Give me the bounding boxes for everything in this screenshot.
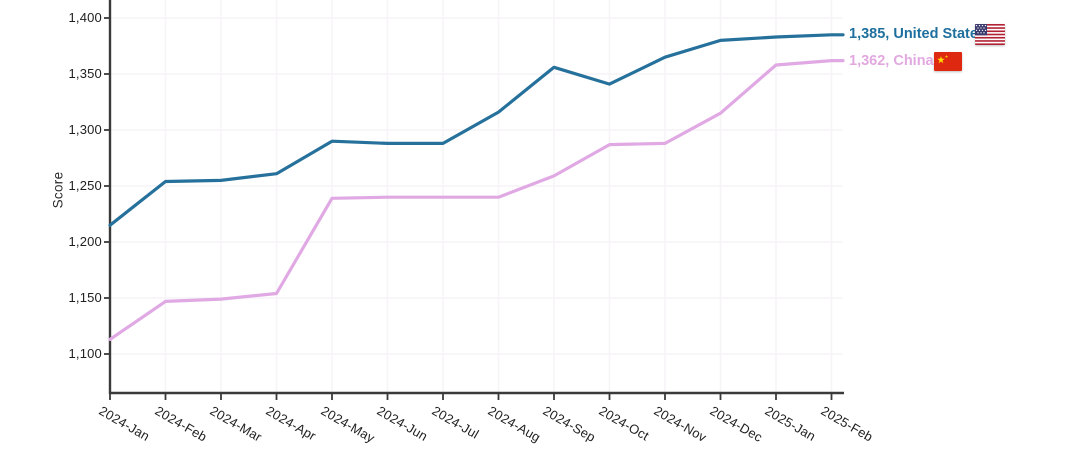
series-end-label-united-states: 1,385, United States xyxy=(849,26,986,42)
y-axis-label: 1,250 xyxy=(68,178,102,193)
china-series-line[interactable] xyxy=(108,58,845,341)
us-flag-icon xyxy=(975,24,1005,45)
y-axis-label: 1,350 xyxy=(68,66,102,81)
y-axis-label: 1,200 xyxy=(68,234,102,249)
y-axis-label: 1,150 xyxy=(68,290,102,305)
y-axis-label: 1,300 xyxy=(68,122,102,137)
y-axis-label: 1,100 xyxy=(68,346,102,361)
series-end-label-china: 1,362, China xyxy=(849,53,934,69)
us-series-line[interactable] xyxy=(108,33,845,227)
china-flag-icon xyxy=(934,52,962,71)
y-axis-label: 1,400 xyxy=(68,10,102,25)
